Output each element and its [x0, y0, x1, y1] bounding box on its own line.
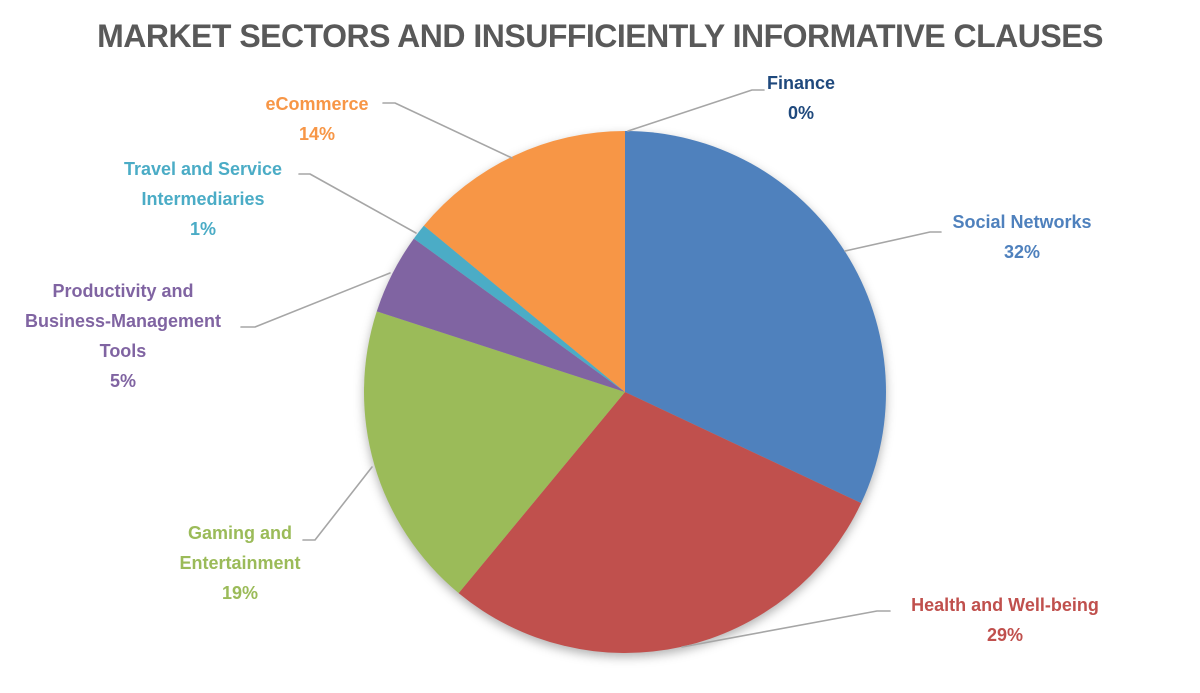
- leader-line-health: [681, 610, 891, 648]
- label-finance-name: Finance: [766, 73, 836, 93]
- label-finance-value: 0%: [787, 103, 814, 123]
- label-productivity-tools-value: 5%: [109, 371, 136, 391]
- leader-line-gaming: [302, 466, 373, 541]
- label-social-networks-value: 32%: [1003, 242, 1041, 262]
- pie-slice-ecommerce: [423, 131, 625, 392]
- pie-slice-social-networks: [625, 131, 887, 504]
- pie-slices: [363, 131, 887, 653]
- label-social-networks-name: Social Networks: [952, 212, 1092, 232]
- chart-title: MARKET SECTORS AND INSUFFICIENTLY INFORM…: [97, 18, 1103, 54]
- label-gaming-and-entertainment: Gaming and Entertainment 19%: [165, 518, 315, 608]
- pie-slice-health-and-well-being: [458, 392, 862, 653]
- label-productivity-tools-name: Productivity and Business-Management Too…: [24, 281, 222, 361]
- label-ecommerce: eCommerce 14%: [247, 89, 387, 149]
- label-travel-intermediaries-name: Travel and Service Intermediaries: [123, 159, 283, 209]
- label-social-networks: Social Networks 32%: [927, 207, 1117, 267]
- label-health-and-well-being: Health and Well-being 29%: [885, 590, 1125, 650]
- label-gaming-and-entertainment-value: 19%: [221, 583, 259, 603]
- pie-slice-travel-and-service-intermediaries: [413, 225, 625, 392]
- label-travel-intermediaries-value: 1%: [189, 219, 216, 239]
- leader-line-productivity: [240, 272, 391, 328]
- label-ecommerce-name: eCommerce: [265, 94, 369, 114]
- leader-line-ecommerce: [382, 102, 513, 159]
- label-productivity-tools: Productivity and Business-Management Too…: [16, 276, 230, 396]
- label-health-and-well-being-name: Health and Well-being: [911, 595, 1099, 615]
- pie-slice-productivity-and-business-management-tools: [376, 238, 625, 392]
- leader-line-travel: [298, 173, 417, 234]
- label-gaming-and-entertainment-name: Gaming and Entertainment: [179, 523, 301, 573]
- leader-lines: [240, 89, 942, 648]
- pie-slice-gaming-and-entertainment: [363, 311, 625, 594]
- label-finance: Finance 0%: [741, 68, 861, 128]
- leader-line-finance: [627, 89, 765, 132]
- label-health-and-well-being-value: 29%: [986, 625, 1024, 645]
- label-travel-intermediaries: Travel and Service Intermediaries 1%: [113, 154, 293, 244]
- label-ecommerce-value: 14%: [298, 124, 336, 144]
- leader-line-social: [844, 231, 942, 252]
